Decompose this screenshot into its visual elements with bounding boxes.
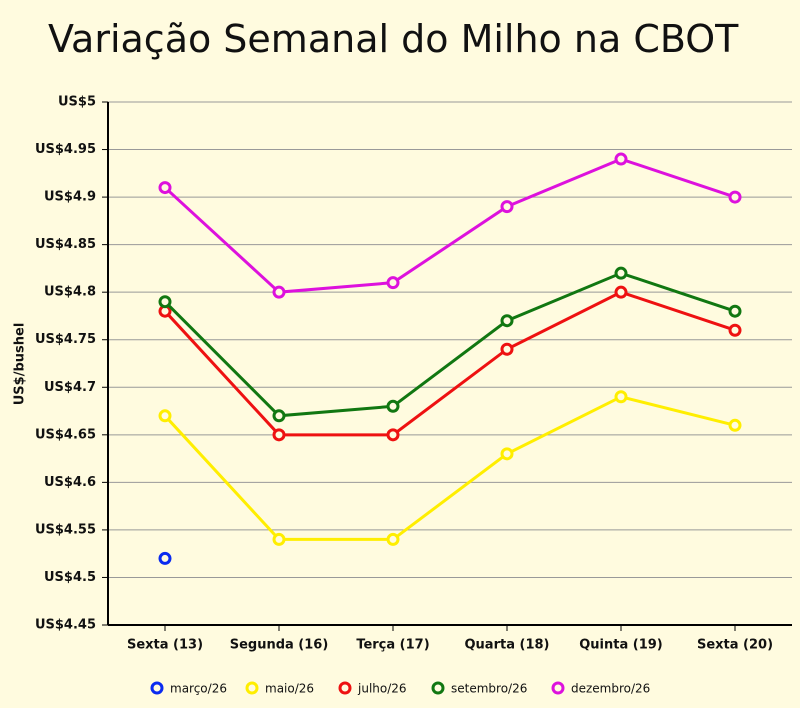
point [272,428,286,442]
point [500,342,514,356]
series-line [163,271,736,418]
point [272,409,286,423]
legend-label: maio/26 [265,682,314,696]
point [272,285,286,299]
point [158,181,172,195]
y-axis-label: US$/bushel [13,323,28,406]
point [386,428,400,442]
legend-label: dezembro/26 [571,682,650,696]
y-tick-label: US$4.9 [44,190,96,205]
series-line [163,395,736,541]
legend-label: setembro/26 [451,682,527,696]
legend-label: julho/26 [357,682,407,696]
legend-marker [150,681,164,695]
y-tick-label: US$4.6 [44,475,96,490]
point [500,200,514,214]
y-tick-label: US$4.5 [44,570,96,585]
legend-label: março/26 [170,682,227,696]
point [386,276,400,290]
x-tick-label: Quinta (19) [579,638,663,653]
legend-marker [338,681,352,695]
point [728,304,742,318]
point [158,409,172,423]
legend-marker [551,681,565,695]
point [614,266,628,280]
point [728,418,742,432]
point [158,551,172,565]
y-tick-label: US$4.85 [35,237,96,252]
y-tick-label: US$4.95 [35,142,96,157]
x-tick-label: Sexta (13) [127,638,203,653]
legend-marker [431,681,445,695]
point [614,390,628,404]
chart-title: Variação Semanal do Milho na CBOT [48,17,739,61]
x-tick-label: Segunda (16) [230,638,329,653]
point [614,152,628,166]
series-line [163,290,736,437]
legend-marker [245,681,259,695]
point [500,447,514,461]
point [386,399,400,413]
point [272,532,286,546]
point [386,532,400,546]
series-line [163,157,736,294]
x-tick-label: Sexta (20) [697,638,773,653]
point [158,295,172,309]
y-tick-label: US$4.55 [35,522,96,537]
point [500,314,514,328]
y-tick-label: US$4.75 [35,332,96,347]
y-tick-label: US$4.65 [35,427,96,442]
x-tick-label: Quarta (18) [465,638,550,653]
point [728,190,742,204]
y-tick-label: US$4.8 [44,285,96,300]
point [614,285,628,299]
y-tick-label: US$5 [58,95,96,110]
point [728,323,742,337]
y-tick-label: US$4.45 [35,618,96,633]
y-tick-label: US$4.7 [44,380,96,395]
x-tick-label: Terça (17) [356,638,429,653]
